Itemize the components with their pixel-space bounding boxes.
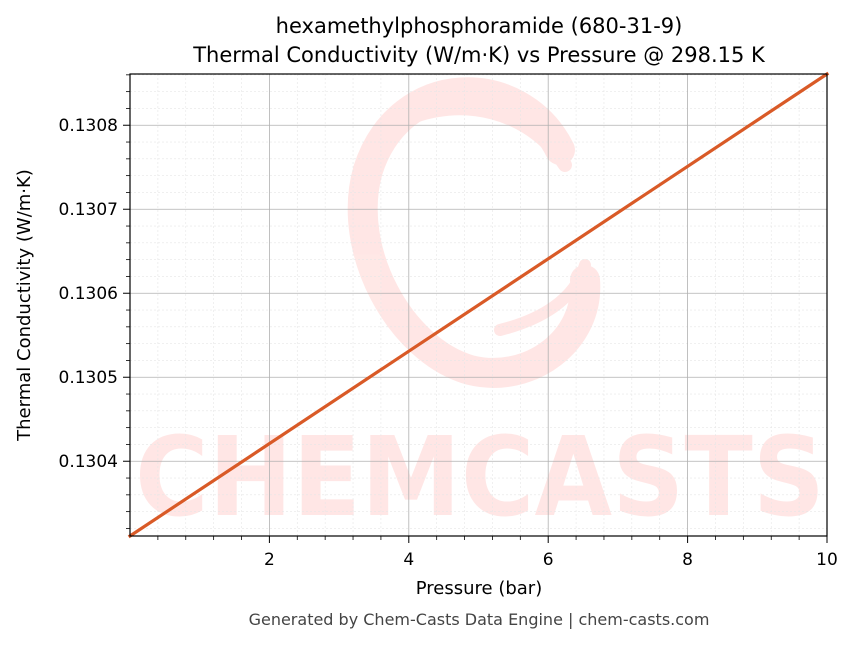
x-axis-label: Pressure (bar) — [416, 578, 542, 599]
y-tick-label: 0.1306 — [59, 284, 118, 304]
x-tick-label: 10 — [816, 550, 838, 570]
minor-grid — [130, 74, 827, 536]
plot-area: CHEMCASTS — [127, 71, 830, 541]
series-layer — [127, 71, 830, 539]
y-tick-label: 0.1307 — [59, 200, 118, 220]
x-tick-label: 8 — [682, 550, 693, 570]
y-axis-ticks: 0.1304 0.1305 0.1306 0.1307 0.1308 — [59, 74, 130, 529]
x-tick-label: 2 — [264, 550, 275, 570]
y-axis-label: Thermal Conductivity (W/m·K) — [14, 169, 35, 442]
y-tick-label: 0.1308 — [59, 116, 118, 136]
major-grid — [130, 74, 828, 536]
footer-text: Generated by Chem-Casts Data Engine | ch… — [249, 610, 710, 629]
series-line — [127, 71, 830, 539]
y-tick-label: 0.1305 — [59, 368, 118, 388]
x-axis-ticks: 2 4 6 8 10 — [157, 536, 838, 570]
watermark-text: CHEMCASTS — [135, 413, 825, 541]
chart-title-line2: Thermal Conductivity (W/m·K) vs Pressure… — [192, 43, 766, 67]
x-tick-label: 6 — [543, 550, 554, 570]
y-tick-label: 0.1304 — [59, 452, 118, 472]
chemcasts-watermark: CHEMCASTS — [135, 77, 825, 541]
chart-title-line1: hexamethylphosphoramide (680-31-9) — [276, 14, 683, 38]
plot-frame — [129, 73, 828, 537]
x-tick-label: 4 — [403, 550, 414, 570]
